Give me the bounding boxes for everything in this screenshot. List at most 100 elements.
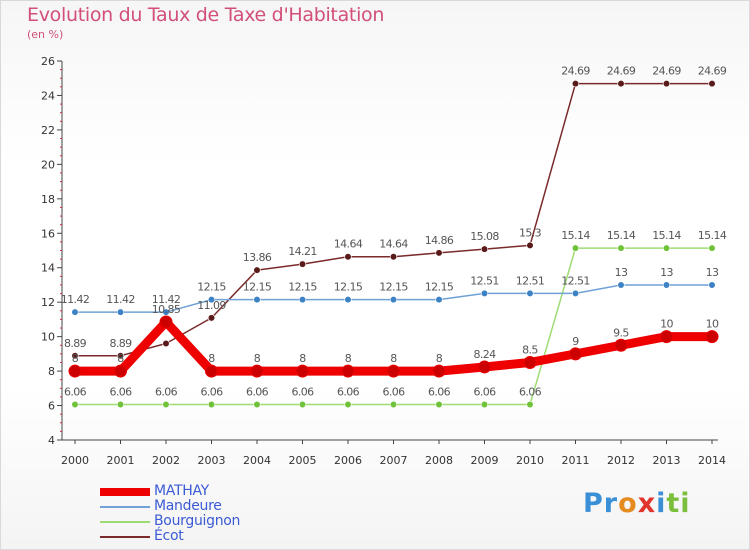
data-point bbox=[162, 308, 170, 316]
data-label: 8 bbox=[299, 352, 306, 365]
data-point bbox=[571, 289, 580, 297]
data-point bbox=[205, 364, 218, 378]
data-point bbox=[708, 244, 716, 252]
data-point bbox=[159, 315, 173, 329]
data-point bbox=[571, 244, 580, 252]
y-tick-label: 6 bbox=[48, 400, 55, 413]
y-tick-label: 8 bbox=[48, 365, 55, 378]
data-point bbox=[116, 400, 125, 409]
data-label: 11.42 bbox=[152, 293, 181, 306]
data-point bbox=[250, 364, 264, 378]
x-tick-label: 2003 bbox=[198, 454, 226, 467]
data-label: 15.08 bbox=[470, 230, 499, 243]
data-label: 6.06 bbox=[519, 386, 542, 399]
data-label: 9.5 bbox=[613, 326, 629, 339]
data-label: 8.89 bbox=[109, 337, 132, 350]
x-tick-label: 2012 bbox=[607, 454, 635, 467]
data-point bbox=[68, 364, 82, 378]
data-label: 8 bbox=[117, 352, 124, 365]
data-point bbox=[71, 400, 79, 409]
data-label: 8 bbox=[390, 352, 397, 365]
data-point bbox=[662, 79, 671, 88]
data-point bbox=[341, 364, 355, 378]
data-point bbox=[116, 352, 125, 360]
data-point bbox=[71, 308, 79, 316]
data-point bbox=[162, 339, 170, 348]
series-lines bbox=[68, 79, 719, 409]
data-point bbox=[662, 244, 671, 252]
x-tick-label: 2014 bbox=[698, 454, 726, 467]
y-tick-label: 20 bbox=[41, 158, 55, 171]
data-point bbox=[389, 295, 398, 304]
data-label: 8 bbox=[436, 352, 443, 365]
x-tick-label: 2002 bbox=[152, 454, 180, 467]
x-tick-label: 2010 bbox=[516, 454, 544, 467]
data-point bbox=[569, 347, 582, 361]
data-point bbox=[344, 253, 352, 261]
data-point bbox=[617, 281, 625, 289]
chart-title: Evolution du Taux de Taxe d'Habitation bbox=[27, 4, 385, 26]
data-label: 14.21 bbox=[288, 245, 317, 258]
x-tick-label: 2005 bbox=[289, 454, 317, 467]
data-label: 13.86 bbox=[243, 251, 272, 264]
data-point bbox=[298, 260, 307, 268]
data-label: 8 bbox=[254, 352, 261, 365]
data-label: 8.89 bbox=[64, 337, 87, 350]
data-label: 13 bbox=[660, 266, 673, 279]
data-label: 14.64 bbox=[334, 238, 363, 251]
x-tick-label: 2004 bbox=[243, 454, 271, 467]
proxiti-logo: Proxiti bbox=[583, 488, 691, 519]
data-label: 8 bbox=[208, 352, 215, 365]
unit-label: (en %) bbox=[27, 28, 64, 41]
data-label: 12.15 bbox=[243, 281, 272, 294]
data-point bbox=[253, 266, 261, 274]
data-label: 6.06 bbox=[109, 386, 132, 399]
data-point bbox=[480, 245, 489, 253]
data-label: 6.06 bbox=[382, 386, 405, 399]
data-point bbox=[435, 249, 443, 257]
data-label: 6.06 bbox=[337, 386, 360, 399]
legend-label: Bourguignon bbox=[154, 513, 241, 529]
data-label: 6.06 bbox=[291, 386, 314, 399]
data-label: 12.15 bbox=[197, 281, 226, 294]
data-label: 10.85 bbox=[152, 303, 181, 316]
data-point bbox=[662, 281, 671, 289]
x-tick-label: 2008 bbox=[425, 454, 453, 467]
data-label: 8.24 bbox=[473, 348, 496, 361]
legend-label: Mandeure bbox=[154, 498, 222, 514]
data-point bbox=[298, 400, 307, 409]
data-label: 6.06 bbox=[246, 386, 269, 399]
data-point bbox=[708, 79, 716, 88]
data-point bbox=[71, 352, 79, 360]
y-tick-label: 26 bbox=[41, 55, 55, 68]
data-label: 8.5 bbox=[522, 343, 538, 356]
data-point bbox=[480, 289, 489, 297]
x-tick-label: 2000 bbox=[61, 454, 89, 467]
legend-label: MATHAY bbox=[154, 483, 209, 499]
data-point bbox=[617, 79, 625, 88]
data-point bbox=[478, 360, 491, 374]
x-tick-label: 2011 bbox=[562, 454, 590, 467]
y-tick-label: 16 bbox=[41, 227, 55, 240]
x-tick-label: 2007 bbox=[380, 454, 408, 467]
data-point bbox=[296, 364, 309, 378]
x-tick-label: 2001 bbox=[107, 454, 135, 467]
data-label: 8 bbox=[72, 352, 79, 365]
data-point bbox=[387, 364, 400, 378]
data-point bbox=[389, 400, 398, 409]
data-point bbox=[116, 308, 125, 316]
legend-swatch bbox=[100, 536, 150, 538]
data-point bbox=[705, 330, 719, 344]
y-tick-label: 14 bbox=[41, 262, 55, 275]
data-point bbox=[435, 295, 443, 304]
data-label: 14.64 bbox=[379, 238, 408, 251]
data-label: 15.14 bbox=[652, 229, 681, 242]
data-point bbox=[435, 400, 443, 409]
legend-swatch bbox=[100, 488, 150, 496]
y-tick-label: 24 bbox=[41, 89, 55, 102]
data-point bbox=[660, 330, 673, 344]
data-point bbox=[614, 338, 628, 352]
data-label: 24.69 bbox=[652, 65, 681, 78]
